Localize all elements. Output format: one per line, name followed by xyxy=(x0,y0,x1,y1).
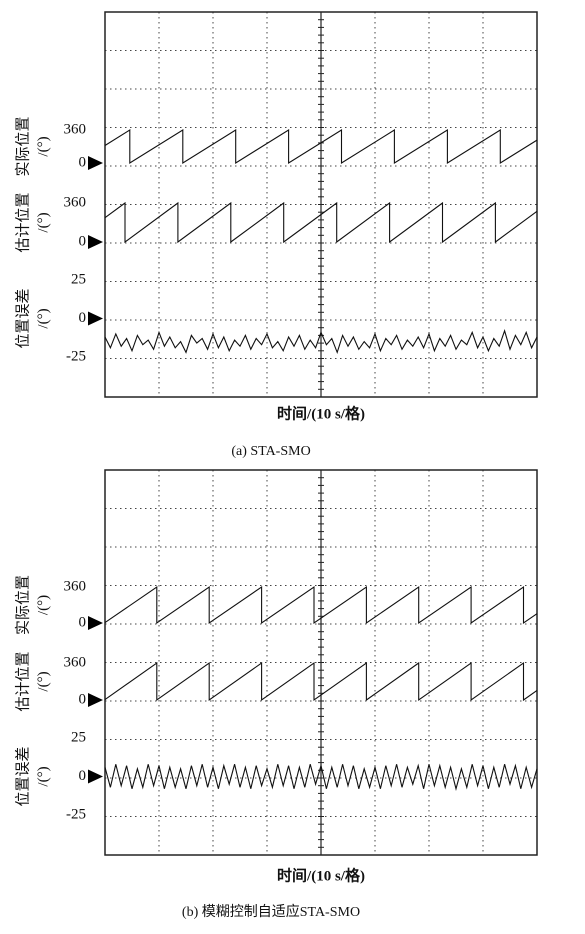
series-name: 位置误差 xyxy=(14,746,31,806)
series-unit: /(°) xyxy=(35,212,51,232)
y-tick-label: 0 xyxy=(79,154,87,170)
zero-marker xyxy=(88,616,103,630)
y-tick-label: 360 xyxy=(64,121,87,137)
series-unit: /(°) xyxy=(35,766,51,786)
plot-frame xyxy=(104,11,538,398)
trace xyxy=(104,129,538,164)
y-tick-label: 25 xyxy=(71,271,86,287)
trace xyxy=(104,661,538,702)
x-axis-label: 时间/(10 s/格) xyxy=(277,404,365,422)
trace xyxy=(104,763,538,791)
series-unit: /(°) xyxy=(35,308,51,328)
y-tick-label: 360 xyxy=(64,578,87,594)
plot-frame xyxy=(104,469,538,856)
y-tick-label: 0 xyxy=(79,614,87,630)
trace xyxy=(104,329,538,355)
zero-marker xyxy=(88,156,103,170)
series-name: 实际位置 xyxy=(14,575,31,635)
y-tick-label: 360 xyxy=(64,194,87,210)
series-name: 实际位置 xyxy=(14,116,31,176)
y-tick-label: 360 xyxy=(64,654,87,670)
zero-marker xyxy=(88,693,103,707)
zero-marker xyxy=(88,769,103,784)
y-tick-label: 0 xyxy=(79,233,87,249)
caption: (b) 模糊控制自适应STA-SMO xyxy=(182,903,360,920)
series-unit: /(°) xyxy=(35,136,51,156)
y-tick-label: 25 xyxy=(71,729,86,745)
series-unit: /(°) xyxy=(35,671,51,691)
zero-marker xyxy=(88,311,103,326)
series-name: 位置误差 xyxy=(14,288,31,348)
caption: (a) STA-SMO xyxy=(231,444,310,459)
zero-marker xyxy=(88,235,103,249)
series-name: 估计位置 xyxy=(14,651,31,711)
y-tick-label: 0 xyxy=(79,310,87,326)
series-unit: /(°) xyxy=(35,595,51,615)
y-tick-label: -25 xyxy=(66,806,86,822)
trace xyxy=(104,201,538,244)
x-axis-label: 时间/(10 s/格) xyxy=(277,866,365,884)
series-name: 估计位置 xyxy=(14,192,31,252)
y-tick-label: 0 xyxy=(79,768,87,784)
trace xyxy=(104,585,538,625)
y-tick-label: -25 xyxy=(66,348,86,364)
y-tick-label: 0 xyxy=(79,691,87,707)
